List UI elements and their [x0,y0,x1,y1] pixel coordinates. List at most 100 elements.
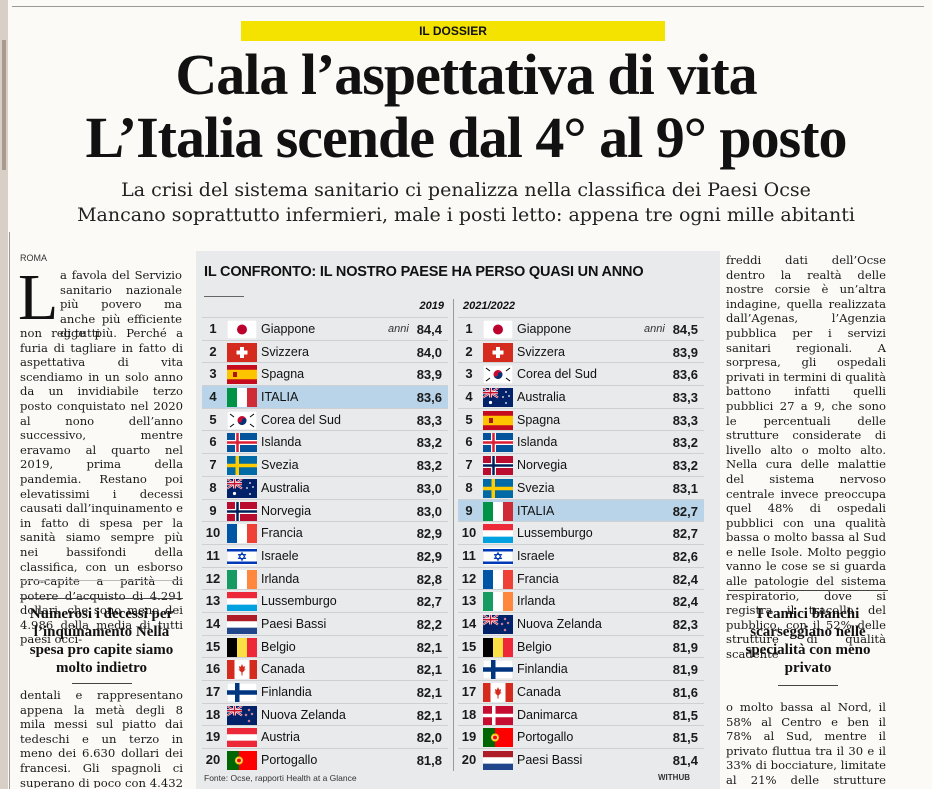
headline-line-2: L’Italia scende dal 4° al 9° posto [85,105,847,170]
country-name: Spagna [261,367,305,382]
sweden-flag-icon [483,478,513,498]
canada-flag-icon [227,660,257,680]
rank: 14 [205,615,221,631]
table-row: 2 Svizzera 83,9 [458,339,704,363]
portugal-flag-icon [227,751,257,771]
rank: 3 [465,366,473,382]
life-expectancy-value: 82,4 [672,571,698,587]
table-row: 13 Lussemburgo 82,7 [202,589,448,612]
rank: 10 [461,525,477,541]
canada-flag-icon [483,683,513,702]
table-title: IL CONFRONTO: IL NOSTRO PAESE HA PERSO Q… [204,264,644,280]
switzerland-flag-icon [483,342,513,362]
life-expectancy-value: 83,0 [416,503,442,519]
dateline: ROMA [20,253,47,263]
country-name: Spagna [517,412,561,427]
life-expectancy-value: 82,2 [416,616,442,632]
spain-flag-icon [227,365,257,385]
france-flag-icon [483,569,513,589]
ireland-flag-icon [483,592,513,612]
life-expectancy-value: 81,5 [672,707,698,723]
table-row: 4 Australia 83,3 [458,385,704,408]
table-row: 20 Paesi Bassi 81,4 [458,748,704,771]
country-name: Islanda [517,435,558,450]
south-korea-flag-icon [483,365,513,385]
rank: 9 [465,502,473,518]
life-expectancy-value: 82,8 [416,571,442,587]
rank: 11 [206,547,220,563]
table-divider [453,299,454,771]
rank: 12 [461,570,477,586]
country-name: Irlanda [261,571,300,586]
rank: 1 [465,321,473,336]
new-zealand-flag-icon [227,705,257,725]
iceland-flag-icon [483,433,513,453]
country-name: Francia [517,571,559,586]
life-expectancy-value: 83,2 [416,435,442,451]
country-name: Israele [517,548,555,563]
life-expectancy-value: 83,2 [672,435,698,451]
table-row: 6 Islanda 83,2 [202,430,448,453]
life-expectancy-value: 83,3 [672,412,698,428]
life-expectancy-value: 83,3 [416,412,442,428]
rank: 7 [465,457,473,473]
rank: 3 [209,366,217,382]
life-expectancy-value: 82,1 [416,662,442,678]
country-name: Corea del Sud [261,412,341,427]
country-name: Lussemburgo [261,594,337,609]
rank: 10 [205,525,221,541]
luxembourg-flag-icon [227,592,257,612]
rank: 11 [462,547,476,563]
table-row: 14 Paesi Bassi 82,2 [202,611,448,635]
subheadline-line-1: La crisi del sistema sanitario ci penali… [121,179,811,201]
life-expectancy-value: 83,2 [416,458,442,474]
table-row: 12 Francia 82,4 [458,566,704,590]
rank: 8 [209,479,217,495]
table-row: 19 Austria 82,0 [202,725,448,748]
netherlands-flag-icon [227,614,257,634]
rank: 9 [209,502,217,518]
table-row: 3 Spagna 83,9 [202,362,448,385]
table-row: 9 Norvegia 83,0 [202,498,448,522]
table-row: 20 Portogallo 81,8 [202,748,448,771]
life-expectancy-value: 81,5 [672,730,698,746]
country-name: Belgio [261,639,296,654]
title-rule [204,296,244,297]
spain-flag-icon [483,410,513,430]
italy-flag-icon [483,501,513,521]
adjacent-page-strip [0,0,8,789]
rank: 1 [209,321,217,336]
table-row: 18 Danimarca 81,5 [458,702,704,726]
rank: 14 [461,615,477,631]
country-name: Corea del Sud [517,367,597,382]
life-expectancy-value: 83,9 [416,367,442,383]
table-row: 17 Finlandia 82,1 [202,680,448,703]
norway-flag-icon [483,456,513,476]
country-name: Irlanda [517,594,556,609]
country-name: Svizzera [517,344,565,359]
life-expectancy-value: 81,8 [416,753,442,769]
austria-flag-icon [227,728,257,748]
table-row: 19 Portogallo 81,5 [458,725,704,748]
column-separator [9,232,10,789]
australia-flag-icon [483,388,513,408]
rank: 4 [465,389,473,405]
country-name: Francia [261,526,303,541]
life-expectancy-table: IL CONFRONTO: IL NOSTRO PAESE HA PERSO Q… [196,251,720,789]
source-note: Fonte: Ocse, rapporti Health at a Glance [204,773,357,783]
rank: 6 [465,434,473,450]
rank: 5 [465,411,473,427]
rank: 18 [461,706,477,722]
life-expectancy-value: 81,9 [672,662,698,678]
country-name: Israele [261,548,299,563]
article-text-col3-continued: o molto bassa al Nord, il 58% al Centro … [726,700,886,789]
country-name: Austria [261,730,300,745]
drop-cap: L [18,261,59,334]
country-name: Islanda [261,435,302,450]
divider [20,580,183,581]
life-expectancy-value: 83,6 [416,390,442,406]
table-row: 18 Nuova Zelanda 82,1 [202,702,448,726]
australia-flag-icon [227,478,257,498]
table-row: 16 Finlandia 81,9 [458,657,704,680]
pull-quote-rule [778,685,838,686]
